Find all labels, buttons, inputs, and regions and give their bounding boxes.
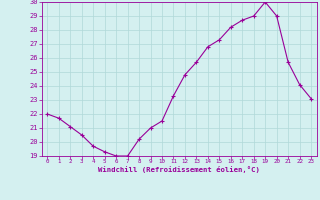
X-axis label: Windchill (Refroidissement éolien,°C): Windchill (Refroidissement éolien,°C)	[98, 166, 260, 173]
